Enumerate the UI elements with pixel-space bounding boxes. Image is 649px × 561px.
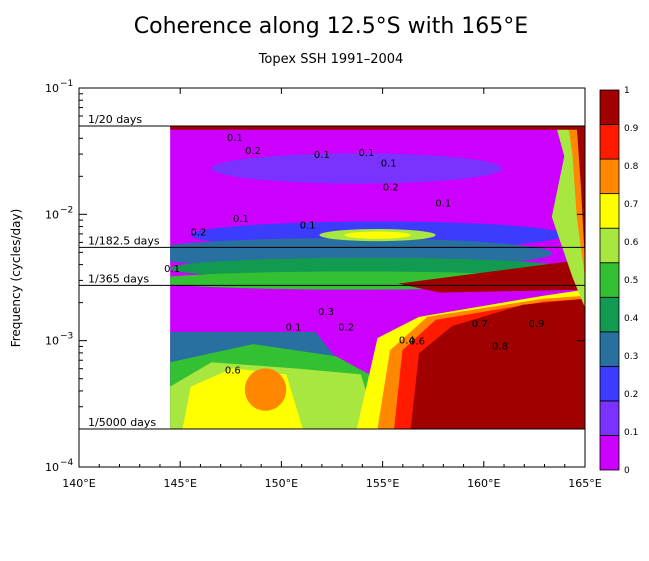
y-tick-label-3: 10 [45, 461, 59, 474]
colorbar-label-4: 0.4 [624, 314, 639, 324]
y-axis: 10−110−210−310−4 [45, 79, 585, 474]
contour-label-8: 0.1 [233, 214, 249, 225]
reference-label-3: 1/5000 days [88, 416, 156, 429]
contour-label-11: 0.3 [318, 307, 334, 318]
colorbar-swatch-8 [599, 158, 620, 195]
y-tick-label-2: 10 [45, 335, 59, 348]
chart-subtitle: Topex SSH 1991–2004 [258, 52, 404, 67]
contour-labels: 0.10.2 0.1 0.10.10.20.10.20.10.10.10.30.1 0… [164, 133, 544, 376]
colorbar-label-5: 0.5 [624, 276, 638, 286]
contour-label-15: 0.6 [409, 337, 425, 348]
colorbar-swatch-4 [599, 296, 620, 333]
colorbar-label-9: 0.9 [624, 124, 639, 134]
contour-label-13: 0.2 [338, 323, 354, 334]
x-tick-label-0: 140°E [62, 477, 95, 490]
field-region-20 [576, 126, 585, 263]
coherence-field [170, 126, 585, 429]
reference-label-1: 1/182.5 days [88, 234, 160, 247]
x-axis: 140°E 145°E 150°E 155°E 160°E 165°E [62, 88, 602, 490]
colorbar-label-10: 1 [624, 86, 630, 96]
contour-label-7: 0.2 [190, 227, 206, 238]
reference-label-2: 1/365 days [88, 272, 149, 285]
colorbar-swatch-7 [599, 193, 620, 229]
colorbar-swatch-5 [599, 262, 620, 298]
y-tick-exponent-2: −3 [60, 332, 73, 342]
colorbar-label-8: 0.8 [624, 162, 639, 172]
contour-label-18: 0.9 [528, 319, 544, 330]
colorbar-swatch-1 [599, 400, 620, 436]
reference-label-0: 1/20 days [88, 113, 142, 126]
contour-label-6: 0.1 [435, 199, 451, 210]
contour-label-0: 0.1 [227, 133, 243, 144]
x-tick-label-1: 145°E [163, 477, 196, 490]
colorbar-label-7: 0.7 [624, 200, 638, 210]
field-region-16 [410, 298, 585, 429]
reference-period-lines: 1/20 days 1/182.5 days 1/365 days 1/5000 da… [79, 113, 585, 430]
colorbar-swatch-10 [599, 89, 620, 125]
field-region-12 [244, 368, 287, 411]
contour-label-5: 0.2 [383, 182, 399, 193]
field-region-1 [211, 153, 503, 184]
contour-label-12: 0.1 [286, 323, 302, 334]
colorbar-label-1: 0.1 [624, 428, 638, 438]
contour-label-10: 0.1 [164, 264, 180, 275]
colorbar-swatch-3 [599, 331, 620, 367]
colorbar-swatch-2 [599, 365, 620, 402]
contour-label-1: 0.2 [245, 146, 261, 157]
contour-label-19: 0.6 [225, 365, 241, 376]
contour-label-2: 0.1 [314, 150, 330, 161]
y-tick-exponent-0: −1 [60, 79, 73, 89]
contour-label-14: 0.4 [399, 335, 415, 346]
x-tick-label-3: 155°E [366, 477, 399, 490]
field-region-17 [398, 259, 585, 293]
colorbar-label-3: 0.3 [624, 352, 638, 362]
y-axis-label: Frequency (cycles/day) [9, 209, 23, 348]
colorbar-label-2: 0.2 [624, 390, 638, 400]
field-region-7 [344, 231, 411, 239]
field-region-21 [170, 126, 585, 130]
colorbar-label-6: 0.6 [624, 238, 639, 248]
contour-label-9: 0.1 [300, 221, 316, 232]
y-tick-exponent-3: −4 [60, 458, 74, 468]
colorbar-swatch-9 [599, 124, 620, 160]
chart-title: Coherence along 12.5°S with 165°E [134, 14, 528, 39]
x-tick-label-4: 160°E [467, 477, 500, 490]
y-tick-label-0: 10 [45, 82, 59, 95]
colorbar-label-0: 0 [624, 466, 630, 476]
x-tick-label-2: 150°E [265, 477, 298, 490]
y-tick-label-1: 10 [45, 208, 59, 221]
contour-label-3: 0.1 [358, 148, 374, 159]
colorbar-swatch-6 [599, 227, 620, 264]
plot-frame [78, 87, 586, 468]
contour-label-4: 0.1 [381, 158, 397, 169]
x-tick-label-5: 165°E [568, 477, 601, 490]
contour-label-16: 0.7 [472, 319, 488, 330]
contour-label-17: 0.8 [492, 342, 508, 353]
colorbar: 0 0.1 0.2 0.3 0.4 0.5 0.6 0.7 0.8 0.9 1 [599, 86, 639, 476]
y-tick-exponent-1: −2 [60, 205, 73, 215]
colorbar-swatch-0 [599, 435, 620, 471]
